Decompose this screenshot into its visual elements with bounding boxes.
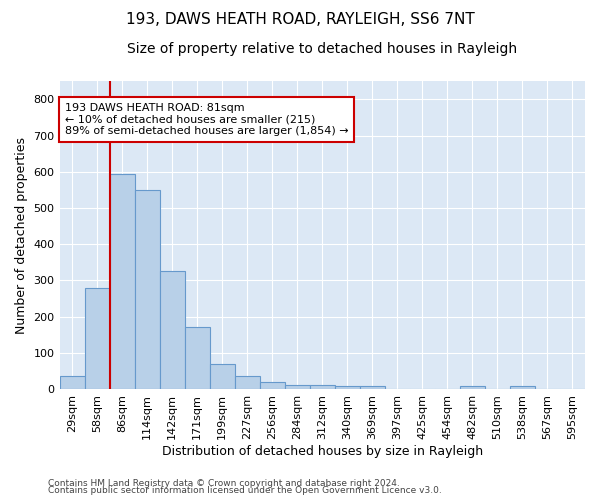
Text: 193, DAWS HEATH ROAD, RAYLEIGH, SS6 7NT: 193, DAWS HEATH ROAD, RAYLEIGH, SS6 7NT — [125, 12, 475, 28]
Text: Contains HM Land Registry data © Crown copyright and database right 2024.: Contains HM Land Registry data © Crown c… — [48, 478, 400, 488]
Bar — [110, 174, 134, 389]
Bar — [360, 386, 385, 389]
Bar — [160, 272, 185, 389]
Title: Size of property relative to detached houses in Rayleigh: Size of property relative to detached ho… — [127, 42, 517, 56]
Bar — [185, 328, 209, 389]
Bar — [85, 288, 110, 389]
Bar — [285, 384, 310, 389]
Bar — [235, 376, 260, 389]
Bar — [510, 386, 535, 389]
Bar — [59, 376, 85, 389]
Bar — [335, 386, 360, 389]
Bar — [460, 386, 485, 389]
Text: 193 DAWS HEATH ROAD: 81sqm
← 10% of detached houses are smaller (215)
89% of sem: 193 DAWS HEATH ROAD: 81sqm ← 10% of deta… — [65, 103, 349, 136]
Bar — [134, 190, 160, 389]
X-axis label: Distribution of detached houses by size in Rayleigh: Distribution of detached houses by size … — [162, 444, 483, 458]
Y-axis label: Number of detached properties: Number of detached properties — [15, 136, 28, 334]
Text: Contains public sector information licensed under the Open Government Licence v3: Contains public sector information licen… — [48, 486, 442, 495]
Bar — [260, 382, 285, 389]
Bar — [209, 364, 235, 389]
Bar — [310, 384, 335, 389]
